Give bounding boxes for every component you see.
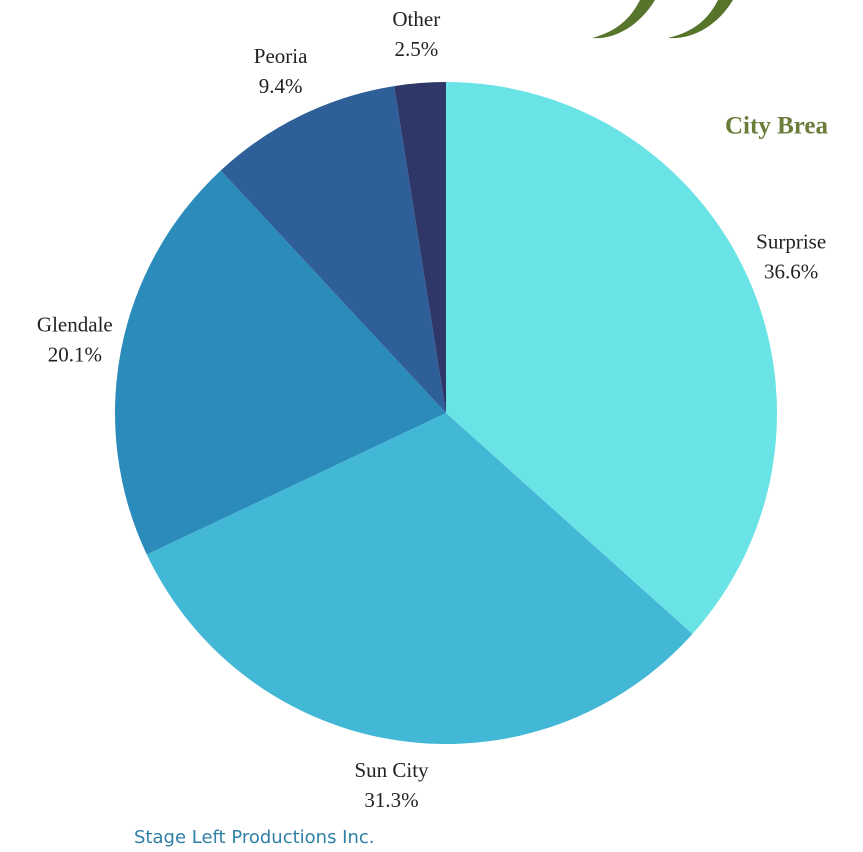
quote-mark [668, 0, 733, 38]
value-label: 36.6% [764, 260, 818, 284]
value-label: 20.1% [48, 342, 102, 366]
chart: City Brea Stage Left Productions Inc. Su… [0, 0, 863, 852]
quote-mark [592, 0, 655, 38]
slice-label: Other [392, 7, 440, 31]
slice-label: Peoria [254, 44, 308, 68]
value-label: 2.5% [394, 37, 438, 61]
value-label: 9.4% [259, 74, 303, 98]
slice-label: Surprise [756, 230, 826, 254]
slice-label: Sun City [354, 758, 429, 782]
value-label: 31.3% [364, 788, 418, 812]
slice-label: Glendale [37, 312, 113, 336]
footer: Stage Left Productions Inc. [134, 827, 375, 848]
chart-title: City Brea [725, 113, 828, 140]
